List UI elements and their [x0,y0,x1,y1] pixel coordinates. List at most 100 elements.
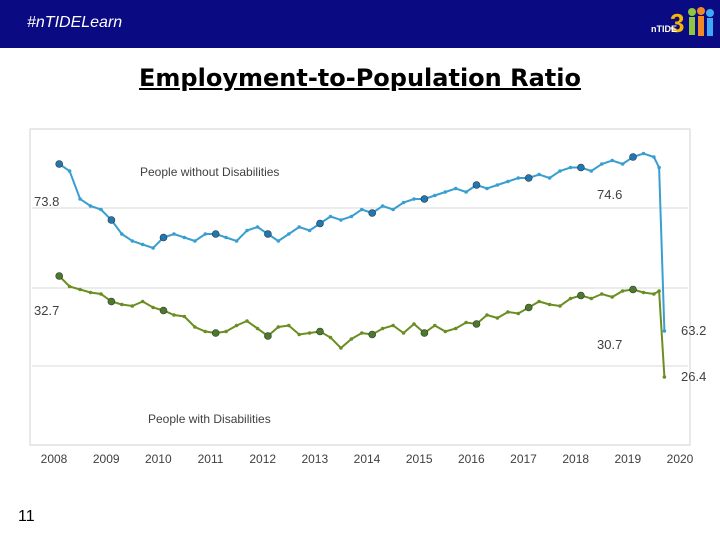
gridlines [32,207,688,367]
data-point [211,230,220,238]
x-tick-label: 2017 [510,452,537,466]
data-point [472,320,481,328]
data-point [472,181,481,189]
data-point [662,329,667,333]
data-point [433,193,437,198]
data-point [652,155,656,159]
data-point [287,232,291,236]
x-tick-label: 2018 [562,452,589,466]
data-point [255,225,260,229]
data-point [547,302,552,307]
data-point [453,186,458,191]
data-point [99,292,103,296]
data-point [641,151,646,156]
data-point [420,329,429,337]
data-point [641,290,646,295]
data-point [120,232,124,236]
data-point [203,232,208,236]
data-point [88,290,93,295]
data-point [107,216,116,224]
x-tick-label: 2016 [458,452,485,466]
disability-start-label: 32.7 [34,303,59,318]
x-tick-label: 2013 [301,452,328,466]
data-point [203,329,208,334]
data-point [464,190,468,194]
data-point [600,162,604,166]
x-tick-label: 2010 [145,452,172,466]
data-point [172,232,176,236]
logo-text: nTIDE [651,24,677,34]
data-point [224,329,228,334]
data-point [55,160,64,168]
data-point [349,337,354,341]
header-bar: #nTIDELearn 3 nTIDE [0,0,720,48]
data-point [182,314,187,319]
data-point [620,289,625,293]
data-point [211,329,220,337]
data-point [506,310,510,314]
data-point [328,214,333,219]
data-point [88,204,93,208]
slide-title: Employment-to-Population Ratio [139,64,581,92]
data-point [159,306,168,315]
employment-ratio-chart: 2008 2009 2010 2011 2012 2013 2014 2015 2016 2017… [29,128,706,466]
data-point [577,163,585,172]
data-point [558,304,562,308]
data-point [464,320,468,325]
data-point [193,325,197,329]
hashtag-label: #nTIDELearn [27,14,123,31]
data-point [401,331,406,335]
data-point [130,304,135,308]
x-tick-label: 2014 [354,452,381,466]
data-point [297,332,302,337]
plot-area [29,128,691,446]
data-point [67,169,72,173]
data-point [662,375,667,379]
data-point [443,329,448,334]
data-point [516,176,521,180]
data-point [568,296,573,301]
data-point [78,197,82,201]
data-point [151,305,155,310]
x-tick-label: 2020 [667,452,694,466]
data-point [391,323,395,328]
data-point [193,239,197,243]
data-point [589,169,594,173]
data-point [368,209,377,217]
data-point [485,313,489,317]
data-point [516,311,521,316]
x-tick-label: 2015 [406,452,433,466]
data-point [360,331,364,335]
data-point [172,313,176,317]
data-point [120,302,124,307]
data-point [620,162,625,166]
data-point [412,197,416,201]
data-point [328,335,333,340]
data-point [537,172,541,177]
data-point [558,169,562,173]
disability-peak-label: 30.7 [597,337,622,352]
data-point [524,174,533,182]
data-point [224,235,228,240]
series-points [55,151,667,379]
data-point [537,299,541,304]
data-point [349,214,354,219]
x-tick-label: 2011 [198,452,224,466]
data-point [412,322,416,326]
data-point [657,289,661,293]
data-point [506,179,510,184]
x-tick-label: 2019 [614,452,641,466]
disability-series-label: People with Disabilities [148,412,271,426]
data-point [130,239,135,243]
data-point [99,207,103,212]
data-point [78,287,82,292]
x-tick-label: 2008 [41,452,68,466]
data-point [140,299,145,304]
no-disability-peak-label: 74.6 [597,187,622,202]
data-point [368,330,377,339]
data-point [629,285,637,294]
data-point [264,332,272,340]
data-point [245,319,249,323]
data-point [307,228,312,233]
disability-end-label: 26.4 [681,369,706,384]
